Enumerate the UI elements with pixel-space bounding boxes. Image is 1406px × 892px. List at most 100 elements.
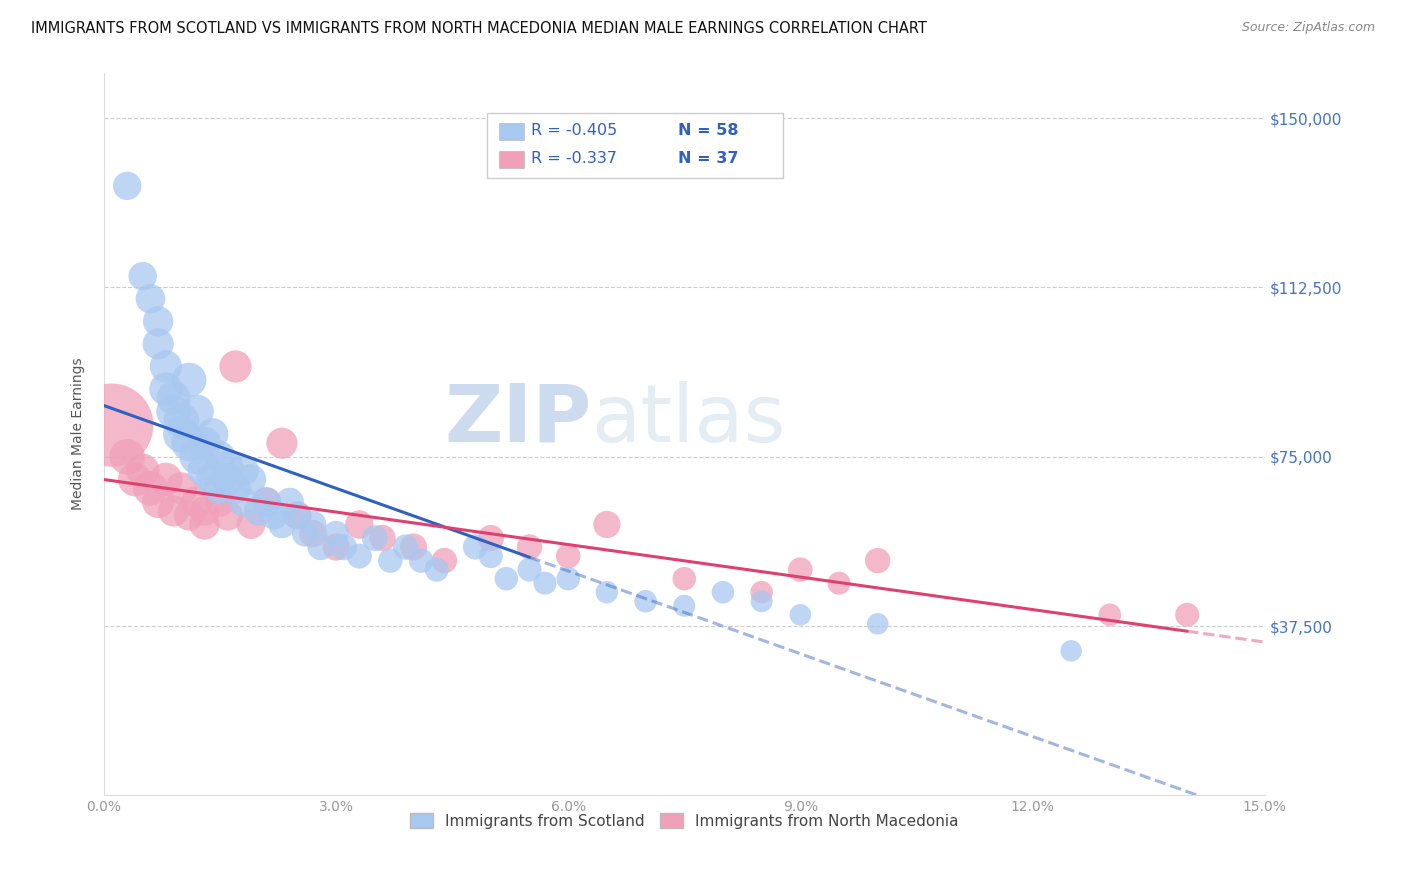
Text: Source: ZipAtlas.com: Source: ZipAtlas.com (1241, 21, 1375, 35)
Point (193, 504, 215, 518)
Point (828, 576, 851, 591)
Point (209, 495, 232, 509)
Point (186, 404, 208, 418)
Point (193, 436, 215, 450)
Point (186, 450, 208, 464)
Point (287, 508, 309, 523)
Point (170, 427, 193, 442)
Point (426, 563, 449, 577)
Point (115, 450, 138, 464)
FancyBboxPatch shape (499, 151, 524, 169)
Point (673, 599, 696, 613)
Point (711, 585, 734, 599)
Point (146, 495, 169, 509)
Point (634, 594, 657, 608)
Point (294, 526, 316, 541)
Point (789, 607, 811, 622)
Point (186, 495, 208, 509)
Point (302, 526, 325, 541)
Point (1098, 607, 1121, 622)
Point (217, 508, 239, 523)
Point (325, 540, 347, 554)
Point (100, 418, 122, 433)
Point (225, 481, 247, 495)
Text: IMMIGRANTS FROM SCOTLAND VS IMMIGRANTS FROM NORTH MACEDONIA MEDIAN MALE EARNINGS: IMMIGRANTS FROM SCOTLAND VS IMMIGRANTS F… (31, 21, 927, 37)
Point (287, 508, 309, 523)
FancyBboxPatch shape (499, 123, 524, 140)
Point (177, 508, 200, 523)
Point (170, 481, 193, 495)
Point (209, 450, 232, 464)
Point (155, 382, 177, 396)
Point (162, 504, 184, 518)
Legend: Immigrants from Scotland, Immigrants from North Macedonia: Immigrants from Scotland, Immigrants fro… (404, 806, 965, 835)
Point (217, 472, 239, 486)
Point (170, 414, 193, 428)
Point (433, 553, 456, 567)
Point (557, 572, 579, 586)
Point (380, 553, 402, 567)
Point (217, 458, 239, 473)
Point (534, 576, 557, 591)
Text: atlas: atlas (592, 381, 786, 458)
Point (139, 292, 162, 306)
Point (789, 563, 811, 577)
Point (177, 373, 200, 387)
Point (402, 540, 425, 554)
Point (557, 549, 579, 563)
Text: N = 58: N = 58 (679, 123, 740, 138)
Point (333, 540, 356, 554)
Point (162, 391, 184, 405)
Point (325, 526, 347, 541)
Point (232, 495, 254, 509)
Point (371, 531, 394, 545)
Point (495, 572, 517, 586)
Point (309, 540, 332, 554)
Point (256, 495, 278, 509)
Point (193, 463, 215, 477)
Point (131, 463, 153, 477)
Point (751, 585, 773, 599)
Point (146, 314, 169, 328)
FancyBboxPatch shape (486, 112, 783, 178)
Point (411, 553, 433, 567)
Point (278, 495, 301, 509)
Point (479, 549, 502, 563)
Point (256, 495, 278, 509)
Point (155, 472, 177, 486)
Point (1175, 607, 1198, 622)
Text: N = 37: N = 37 (679, 152, 740, 167)
Point (124, 472, 146, 486)
Point (519, 563, 541, 577)
Point (240, 517, 263, 532)
Y-axis label: Median Male Earnings: Median Male Earnings (72, 358, 86, 510)
Point (162, 404, 184, 418)
Point (673, 572, 696, 586)
Point (146, 337, 169, 351)
Point (240, 472, 263, 486)
Point (479, 531, 502, 545)
Point (349, 549, 371, 563)
Point (201, 427, 224, 442)
Point (201, 472, 224, 486)
Point (349, 517, 371, 532)
Point (247, 504, 270, 518)
Point (177, 436, 200, 450)
Point (232, 463, 254, 477)
Point (596, 517, 619, 532)
Point (1060, 644, 1083, 658)
Point (115, 178, 138, 193)
Point (271, 517, 294, 532)
Point (395, 540, 418, 554)
Text: ZIP: ZIP (444, 381, 592, 458)
Point (519, 540, 541, 554)
Point (866, 616, 889, 631)
Point (193, 517, 215, 532)
Point (139, 481, 162, 495)
Text: R = -0.405: R = -0.405 (531, 123, 617, 138)
Point (596, 585, 619, 599)
Point (225, 359, 247, 374)
Point (464, 540, 486, 554)
Point (302, 517, 325, 532)
Point (209, 481, 232, 495)
